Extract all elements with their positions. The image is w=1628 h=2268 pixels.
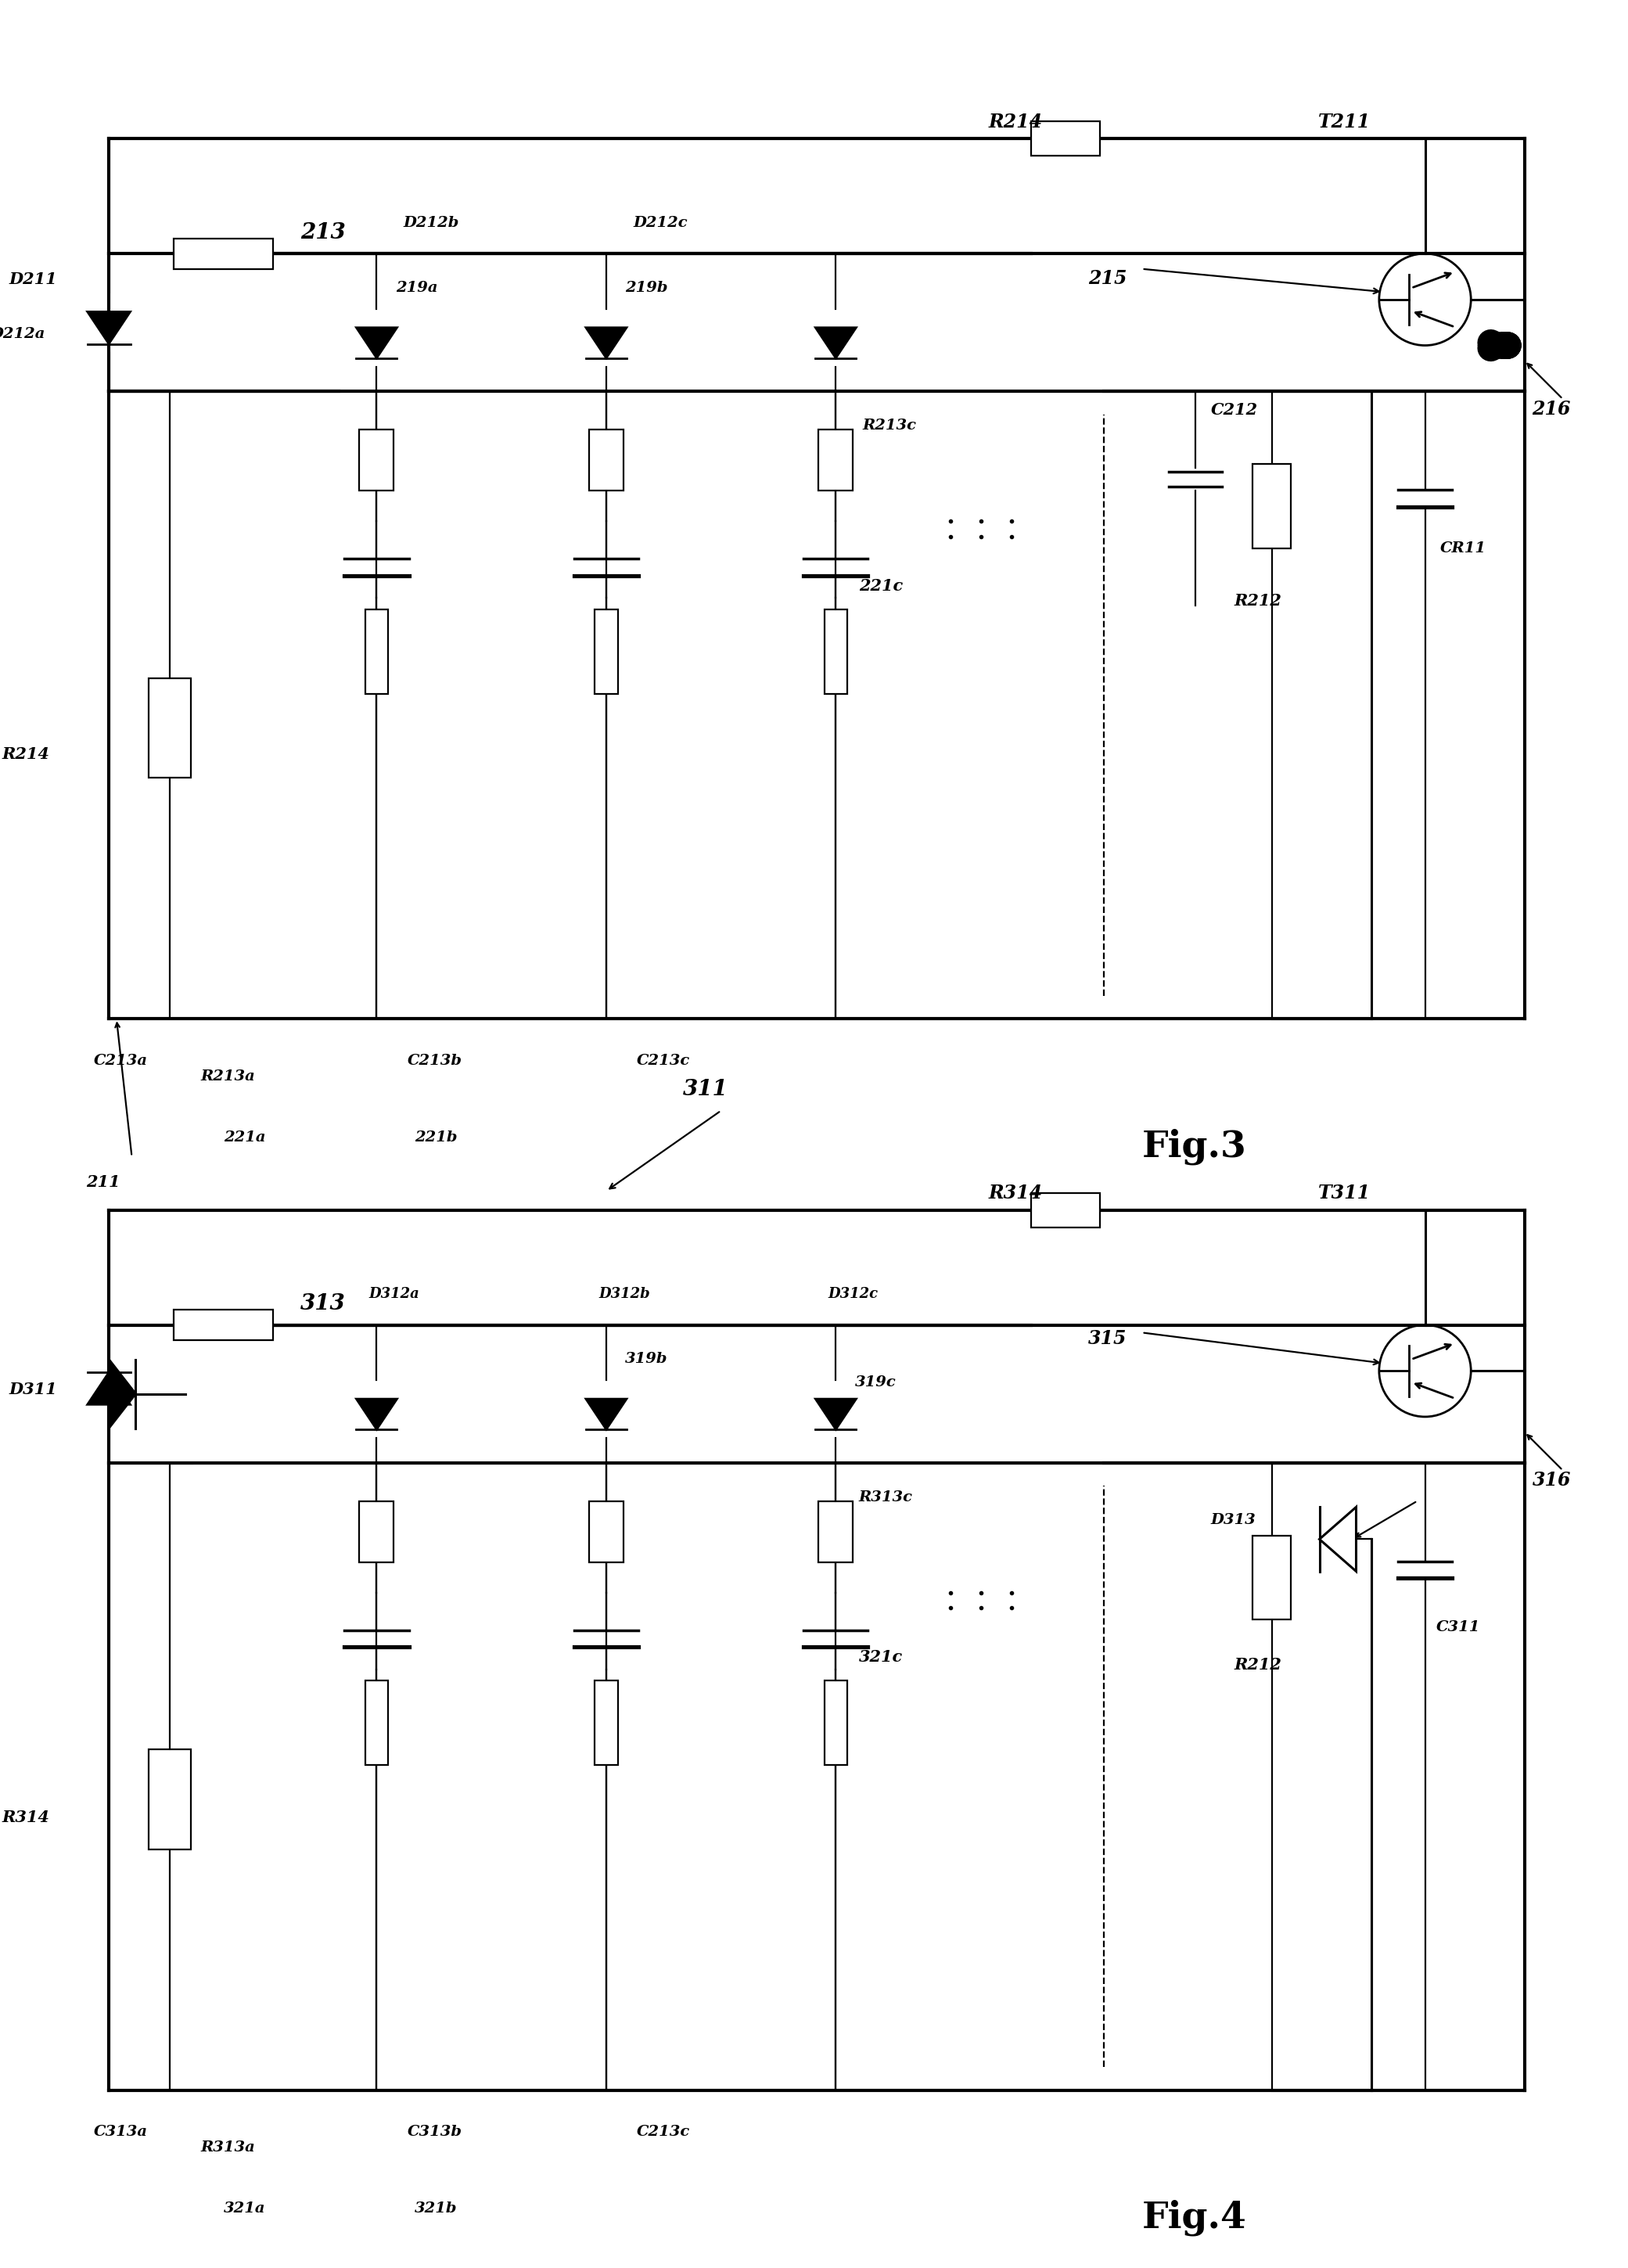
Text: D212c: D212c (633, 215, 687, 229)
Text: 316: 316 (1532, 1470, 1571, 1490)
Text: R214: R214 (2, 746, 49, 762)
Bar (594, 1681, 617, 1765)
Text: R213c: R213c (863, 420, 917, 433)
Text: D312c: D312c (829, 1288, 879, 1302)
Text: T311: T311 (1319, 1184, 1371, 1202)
Text: R313c: R313c (858, 1490, 913, 1504)
Text: R213a: R213a (200, 1068, 256, 1084)
Polygon shape (357, 1399, 397, 1429)
Text: 219a: 219a (396, 281, 438, 295)
Bar (365, 610, 387, 694)
Polygon shape (816, 1399, 856, 1429)
Bar (174, 238, 274, 270)
Bar (594, 610, 617, 694)
Text: T211: T211 (1319, 113, 1371, 132)
Text: 211: 211 (86, 1175, 120, 1191)
Text: 221c: 221c (858, 578, 904, 594)
Polygon shape (109, 1359, 135, 1429)
Text: 311: 311 (682, 1080, 728, 1100)
Text: C213b: C213b (407, 1055, 462, 1068)
Bar (174, 1309, 274, 1340)
Text: D211: D211 (10, 272, 57, 288)
Bar (150, 1749, 190, 1848)
Text: D212a: D212a (0, 327, 46, 340)
Bar (360, 1501, 394, 1563)
Text: 321c: 321c (858, 1649, 904, 1665)
Bar (589, 429, 624, 490)
Bar (819, 1501, 853, 1563)
Bar (360, 429, 394, 490)
Text: 219b: 219b (625, 281, 667, 295)
Text: C213a: C213a (93, 1055, 148, 1068)
Text: R212: R212 (1234, 594, 1281, 608)
Text: D311: D311 (10, 1381, 57, 1397)
Bar (1031, 122, 1101, 156)
Text: C213c: C213c (637, 1055, 690, 1068)
Bar (1254, 1535, 1291, 1619)
Bar (824, 610, 847, 694)
Text: 213: 213 (300, 222, 345, 243)
Text: Fig.4: Fig.4 (1141, 2200, 1247, 2236)
Text: C313b: C313b (407, 2125, 462, 2139)
Bar (824, 1681, 847, 1765)
Polygon shape (88, 1372, 130, 1404)
Text: 221a: 221a (223, 1129, 265, 1145)
Text: 215: 215 (1089, 270, 1127, 288)
Text: 313: 313 (300, 1293, 345, 1315)
Text: C213c: C213c (637, 2125, 690, 2139)
Bar (589, 1501, 624, 1563)
Text: D312b: D312b (599, 1288, 650, 1302)
Text: R314: R314 (2, 1810, 49, 1826)
Bar (365, 1681, 387, 1765)
Text: C313a: C313a (93, 2125, 148, 2139)
Text: CR11: CR11 (1441, 542, 1486, 556)
Text: D212b: D212b (404, 215, 459, 229)
Text: 216: 216 (1532, 399, 1571, 417)
Text: 315: 315 (1089, 1329, 1127, 1347)
Text: R214: R214 (988, 113, 1044, 132)
Text: D313: D313 (1211, 1513, 1255, 1526)
Text: R313a: R313a (200, 2141, 256, 2155)
Bar (819, 429, 853, 490)
Text: D312a: D312a (370, 1288, 420, 1302)
Text: R314: R314 (988, 1184, 1044, 1202)
Text: 321a: 321a (223, 2202, 265, 2216)
Polygon shape (586, 1399, 627, 1429)
Polygon shape (357, 327, 397, 358)
Text: 319b: 319b (625, 1352, 667, 1365)
Text: C212: C212 (1211, 401, 1258, 417)
Polygon shape (816, 327, 856, 358)
Polygon shape (88, 311, 130, 345)
Text: 319c: 319c (855, 1374, 895, 1390)
Text: 221b: 221b (415, 1129, 457, 1145)
Text: 321b: 321b (415, 2202, 457, 2216)
Bar (1254, 465, 1291, 549)
Text: C311: C311 (1436, 1619, 1480, 1635)
Bar (1031, 1193, 1101, 1227)
Bar (150, 678, 190, 778)
Text: Fig.3: Fig.3 (1141, 1129, 1247, 1166)
Text: R212: R212 (1234, 1656, 1281, 1672)
Polygon shape (586, 327, 627, 358)
